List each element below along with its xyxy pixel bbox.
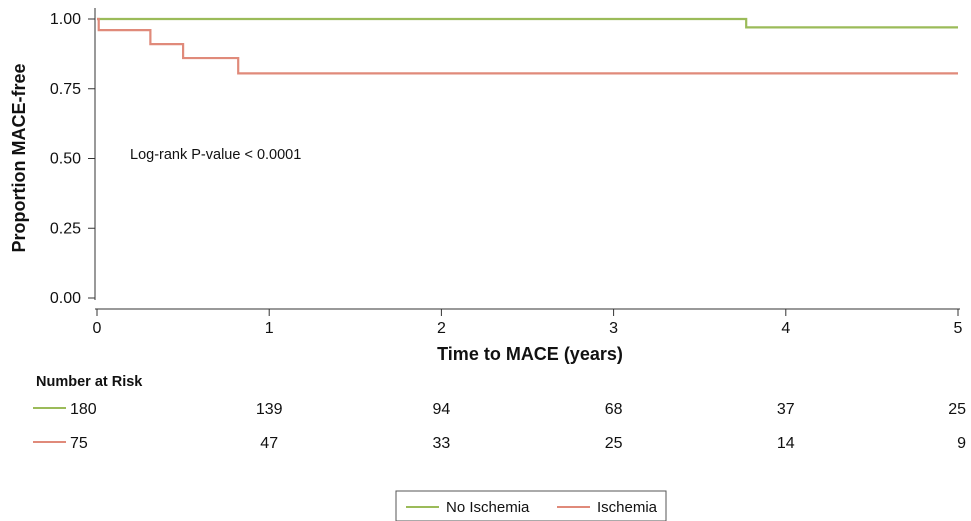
x-tick-label: 4 bbox=[781, 320, 790, 337]
y-tick-label: 0.75 bbox=[50, 81, 81, 98]
y-tick-label: 1.00 bbox=[50, 11, 81, 28]
y-tick-label: 0.25 bbox=[50, 220, 81, 237]
risk-count: 14 bbox=[777, 435, 795, 452]
risk-count: 47 bbox=[260, 435, 278, 452]
y-axis-title: Proportion MACE-free bbox=[9, 64, 29, 253]
x-tick-label: 0 bbox=[93, 320, 102, 337]
logrank-annotation: Log-rank P-value < 0.0001 bbox=[130, 147, 301, 163]
survival-curves bbox=[97, 17, 958, 75]
risk-count: 25 bbox=[948, 401, 966, 418]
risk-count: 9 bbox=[957, 435, 966, 452]
risk-count: 75 bbox=[70, 435, 88, 452]
legend-label-no-ischemia: No Ischemia bbox=[446, 499, 530, 516]
series-line-no-ischemia bbox=[97, 17, 958, 29]
y-ticks: 0.00 0.25 0.50 0.75 1.00 bbox=[50, 11, 95, 307]
series-line-ischemia bbox=[97, 17, 958, 75]
risk-count: 37 bbox=[777, 401, 795, 418]
x-ticks: 0 1 2 3 4 5 bbox=[93, 309, 963, 337]
risk-count: 139 bbox=[256, 401, 283, 418]
risk-count: 94 bbox=[433, 401, 451, 418]
risk-count: 33 bbox=[433, 435, 451, 452]
x-axis-title: Time to MACE (years) bbox=[437, 344, 623, 364]
risk-count: 68 bbox=[605, 401, 623, 418]
legend-box bbox=[395, 490, 667, 521]
x-tick-label: 1 bbox=[265, 320, 274, 337]
y-tick-label: 0.50 bbox=[50, 151, 81, 168]
x-tick-label: 5 bbox=[954, 320, 963, 337]
risk-count: 180 bbox=[70, 401, 97, 418]
legend-label-ischemia: Ischemia bbox=[597, 499, 658, 516]
x-tick-label: 2 bbox=[437, 320, 446, 337]
x-tick-label: 3 bbox=[609, 320, 618, 337]
y-tick-label: 0.00 bbox=[50, 290, 81, 307]
risk-table-title: Number at Risk bbox=[36, 374, 143, 390]
risk-table: 180 139 94 68 37 25 75 47 33 25 14 9 bbox=[33, 401, 966, 452]
risk-count: 25 bbox=[605, 435, 623, 452]
